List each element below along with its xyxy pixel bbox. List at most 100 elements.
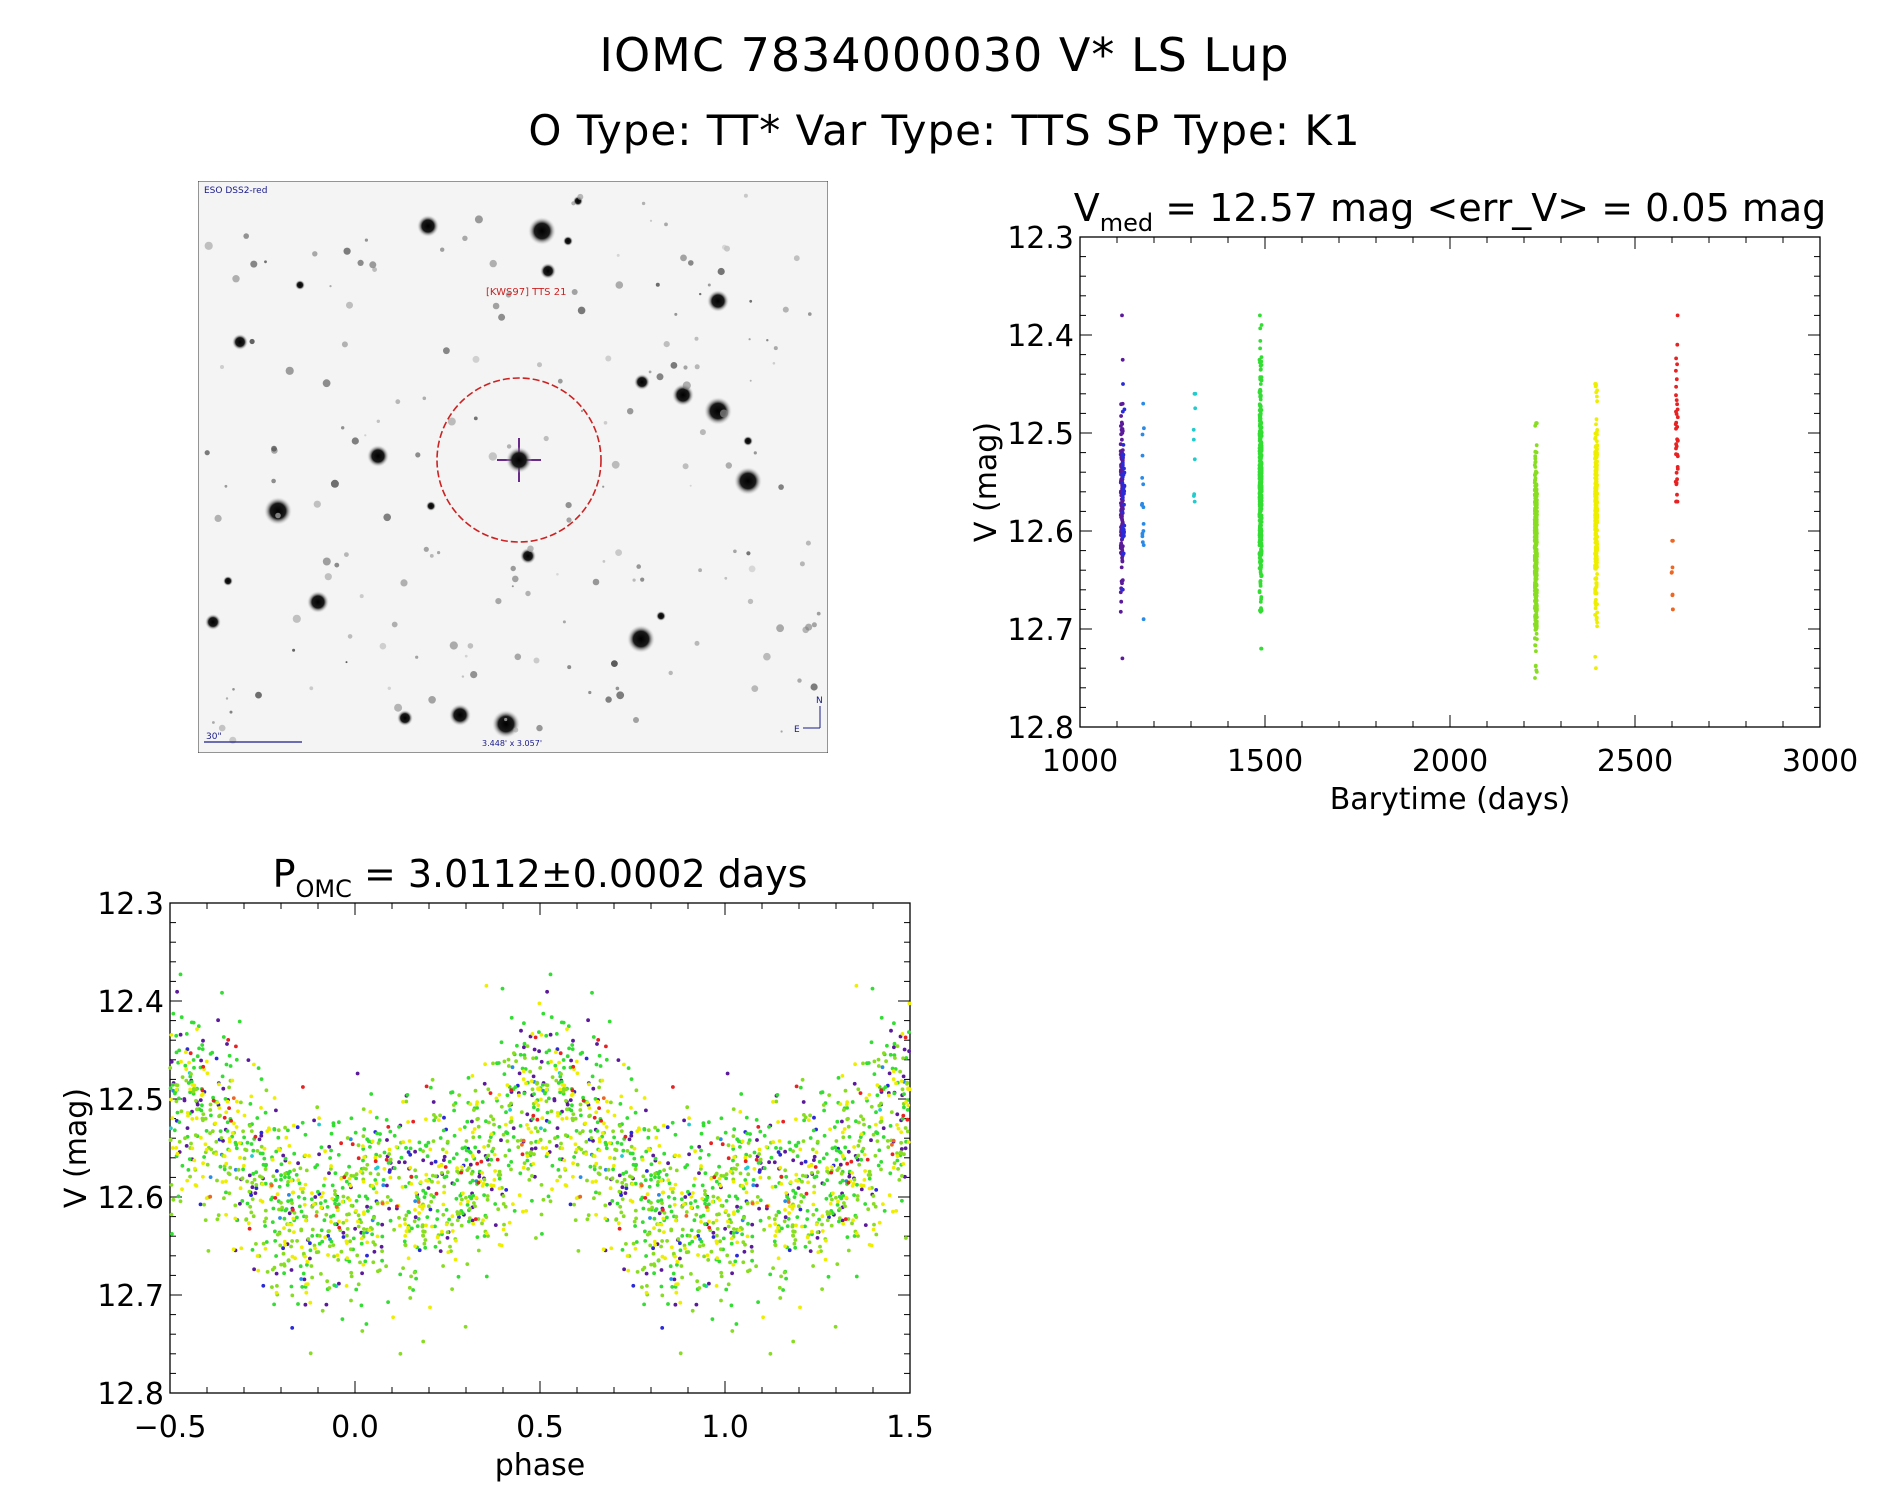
ph-point [235,1218,239,1223]
ph-point [550,1075,555,1079]
ph-point [286,1180,290,1184]
ph-point [279,1200,283,1205]
ph-point [222,1164,227,1169]
ph-point [437,1164,441,1169]
lc-point [1534,553,1539,558]
ph-point [647,1231,652,1236]
lc-point [1534,570,1538,574]
ph-point [749,1244,754,1249]
ph-point [458,1193,463,1198]
finder-star [636,564,641,569]
ph-point [473,1088,478,1093]
ph-point [552,1097,557,1101]
lc-point [1533,473,1537,477]
ph-point [405,1093,410,1097]
ph-point [597,1053,602,1058]
ph-point [529,1118,533,1123]
lc-point [1533,499,1538,504]
ph-point [220,990,224,995]
figure-title: IOMC 7834000030 V* LS Lup [599,28,1290,82]
ph-point [810,1172,815,1176]
ph-point [642,1096,647,1100]
ph-point [774,1099,779,1104]
lc-point [1259,543,1264,548]
ph-point [496,1173,501,1177]
ph-point [631,1162,636,1167]
ph-point [354,1208,358,1213]
ph-point [262,1156,267,1161]
ph-point [514,1059,518,1064]
ph-point [521,1138,526,1143]
lc-point [1593,546,1598,551]
ph-point [320,1239,325,1244]
ph-point [560,1109,564,1114]
lc-point [1594,525,1598,529]
ph-point [713,1173,718,1177]
lc-x-tick-label: 2000 [1412,744,1488,779]
finder-star [364,434,367,437]
lc-series-season-7a [1673,313,1680,504]
ph-point [837,1219,841,1224]
ph-point [201,1092,205,1096]
ph-point [688,1201,693,1206]
lc-point [1120,510,1125,515]
ph-point [454,1238,458,1243]
ph-point [414,1174,419,1179]
lc-point [1533,580,1538,585]
lc-point [1593,497,1598,502]
finder-star [204,241,213,250]
ph-point [850,1221,854,1226]
lc-point [1258,581,1263,586]
ph-point [529,1147,534,1151]
ph-point [633,1224,637,1228]
ph-point [697,1171,701,1175]
ph-point [731,1107,736,1111]
lc-point [1258,423,1263,428]
ph-point [484,1155,489,1160]
lc-point [1533,518,1537,523]
lc-point [1534,627,1538,632]
lc-point [1593,491,1598,496]
ph-point [280,1205,284,1210]
lc-point [1120,472,1125,477]
ph-point [372,1214,376,1219]
lc-point [1674,481,1679,485]
lc-point [1533,502,1538,507]
ph-point [168,1137,173,1142]
ph-point [895,1123,899,1127]
ph-point [453,1101,458,1105]
ph-point [333,1192,337,1197]
ph-point [675,1282,680,1286]
lc-point [1257,501,1262,506]
ph-point [610,1199,615,1203]
lc-point [1257,497,1262,501]
ph-point [395,1206,399,1211]
lc-point [1593,591,1598,596]
ph-point [906,1086,910,1091]
ph-point [691,1191,695,1195]
ph-point [600,1131,605,1135]
lc-point [1595,473,1599,478]
ph-point [401,1100,405,1104]
lc-point [1533,478,1537,483]
lc-point [1533,570,1538,575]
lc-point [1258,403,1263,408]
ph-point [836,1100,841,1105]
lc-point [1257,414,1262,419]
ph-point [340,1186,345,1190]
ph-point [304,1218,309,1223]
ph-point [895,1080,900,1085]
finder-star [605,355,612,362]
ph-point [657,1144,662,1148]
ph-point [544,1146,549,1150]
ph-point [191,1089,196,1094]
lc-point [1140,453,1145,458]
lc-point [1259,646,1263,651]
lc-point [1120,461,1125,465]
ph-point [603,1203,608,1208]
lc-point [1258,487,1263,491]
ph-point [555,1126,560,1130]
ph-point [193,1183,198,1187]
ph-point [573,1218,578,1222]
ph-point [421,1188,426,1193]
